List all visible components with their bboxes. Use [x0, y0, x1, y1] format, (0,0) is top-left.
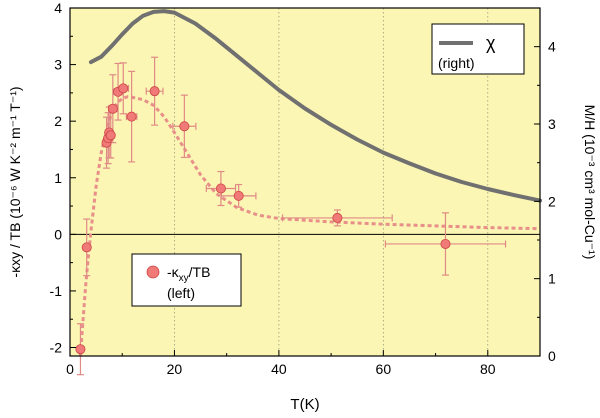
data-point	[233, 190, 244, 201]
points-layer	[75, 83, 451, 355]
chi-curve	[88, 9, 542, 203]
y-left-tick-label: 2	[54, 113, 62, 129]
plot-frame	[69, 7, 541, 357]
y-left-tick-label: 4	[54, 0, 62, 16]
legend-chi-label: χ	[486, 33, 496, 53]
legend-kappa-label: -κxy/TB	[167, 264, 210, 284]
x-axis-label: T(K)	[290, 396, 319, 413]
y-left-tick-label: 3	[54, 57, 62, 73]
chi-curve-layer	[88, 9, 542, 203]
data-point	[107, 103, 118, 114]
legend-chi: χ (right)	[431, 23, 525, 75]
x-tick-label: 40	[271, 361, 287, 377]
x-tick-label: 60	[376, 361, 392, 377]
data-point	[440, 238, 451, 249]
y-left-tick-label: 1	[54, 170, 62, 186]
y-left-tick-label: -2	[50, 340, 63, 356]
y-axis-right-label: M/H (10⁻³ cm³ mol-Cu⁻¹)	[582, 105, 598, 260]
legend-kappa-swatch	[146, 265, 160, 279]
y-right-tick-label: 4	[548, 39, 556, 55]
x-tick-label: 80	[480, 361, 496, 377]
data-point	[149, 86, 160, 97]
y-right-tick-label: 2	[548, 193, 556, 209]
y-right-tick-label: 1	[548, 271, 556, 287]
data-point	[105, 130, 116, 141]
y-right-tick-label: 3	[548, 116, 556, 132]
legend-chi-sublabel: (right)	[438, 55, 475, 71]
legend-kappa-sublabel: (left)	[167, 285, 195, 301]
guide-curve	[78, 95, 541, 357]
y-right-tick-label: 0	[548, 348, 556, 364]
x-tick-label: 0	[66, 361, 74, 377]
data-point	[332, 212, 343, 223]
legend-kappa: -κxy/TB (left)	[131, 253, 242, 307]
y-left-tick-label: 0	[54, 226, 62, 242]
y-axis-left-label: -κxy / TB (10⁻⁶ W K⁻² m⁻¹ T⁻¹)	[7, 86, 23, 277]
fit-curve-layer	[78, 95, 541, 357]
data-point	[215, 183, 226, 194]
y-left-tick-label: -1	[50, 283, 63, 299]
data-point	[81, 242, 92, 253]
data-point	[179, 121, 190, 132]
data-point	[126, 111, 137, 122]
x-tick-label: 20	[167, 361, 183, 377]
data-point	[118, 83, 129, 94]
data-point	[75, 344, 86, 355]
